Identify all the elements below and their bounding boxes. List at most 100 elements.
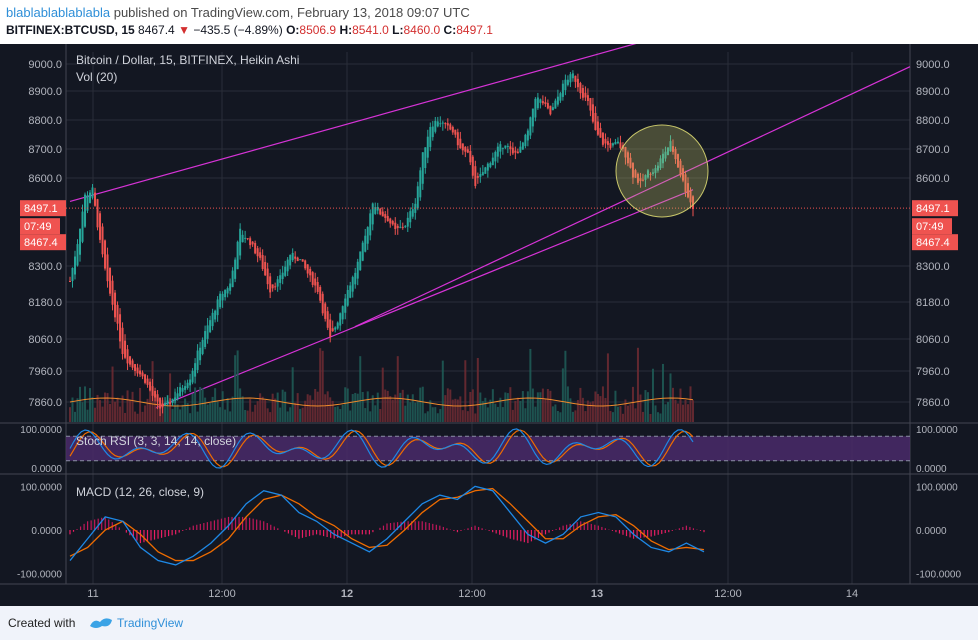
candle-body — [346, 289, 349, 306]
candle-body — [569, 74, 572, 83]
candle-body — [401, 226, 404, 228]
volume-bar — [324, 394, 327, 422]
volume-bar — [214, 388, 217, 422]
volume-bar — [131, 391, 134, 422]
volume-bar — [431, 407, 434, 422]
candle-body — [449, 124, 452, 130]
candle-body — [226, 288, 229, 294]
volume-bar — [369, 411, 372, 422]
candle-body — [309, 268, 312, 276]
price-tick-left: 8300.0 — [28, 261, 62, 273]
volume-bar — [529, 348, 532, 422]
volume-bar — [676, 403, 679, 422]
volume-bar — [601, 386, 604, 422]
volume-bar — [384, 389, 387, 422]
volume-bar — [111, 366, 114, 422]
volume-bar — [521, 391, 524, 422]
stoch-tick-left: 0.0000 — [31, 464, 62, 475]
volume-bar — [474, 413, 477, 422]
stoch-tick-right: 0.0000 — [916, 464, 947, 475]
volume-bar — [514, 400, 517, 422]
candle-body — [464, 146, 467, 152]
price-tick-left: 7860.0 — [28, 397, 62, 409]
volume-bar — [594, 391, 597, 422]
candle-body — [421, 152, 424, 184]
candle-body — [674, 149, 677, 160]
volume-bar — [311, 399, 314, 422]
price-pane-bg — [66, 52, 910, 422]
candle-body — [146, 378, 149, 385]
chart-area[interactable]: 8497.1 8497.1 07:49 07:49 8467.4 8467.4 100.0… — [0, 27, 978, 606]
macd-signal-line — [69, 487, 705, 562]
candle-body — [231, 270, 234, 288]
high-value: 8541.0 — [352, 23, 389, 37]
candle-body — [79, 228, 82, 255]
price-tick-right: 8700.0 — [916, 144, 950, 156]
candle-body — [419, 170, 422, 198]
candle-body — [571, 73, 574, 79]
volume-bar — [451, 399, 454, 422]
volume-bar — [556, 410, 559, 422]
candle-body — [124, 340, 127, 358]
candle-body — [244, 237, 247, 239]
candle-body — [686, 183, 689, 198]
macd-label: MACD (12, 26, close, 9) — [76, 485, 204, 499]
candle-body — [406, 217, 409, 227]
volume-bar — [354, 392, 357, 422]
volume-bar — [349, 410, 352, 422]
tradingview-link[interactable]: TradingView — [117, 616, 184, 630]
volume-bar — [79, 386, 82, 422]
time-tick: 12:00 — [714, 588, 742, 600]
volume-bar — [541, 388, 544, 422]
candle-body — [399, 226, 402, 228]
candle-body — [269, 276, 272, 293]
volume-bar — [84, 386, 87, 422]
candle-body — [139, 370, 142, 375]
volume-bar — [199, 386, 202, 422]
candle-body — [604, 138, 607, 144]
volume-bar — [689, 386, 692, 422]
candle-body — [476, 176, 479, 178]
volume-bar — [154, 394, 157, 422]
candle-body — [404, 226, 407, 228]
volume-bar — [249, 399, 252, 422]
volume-bar — [516, 397, 519, 422]
candle-body — [659, 158, 662, 169]
volume-bar — [484, 397, 487, 422]
volume-bar — [554, 404, 557, 422]
volume-bar — [489, 399, 492, 422]
candle-body — [666, 147, 669, 156]
volume-bar — [171, 408, 174, 422]
price-tick-left: 8700.0 — [28, 144, 62, 156]
volume-bar — [691, 400, 695, 422]
volume-bar — [319, 348, 322, 422]
volume-bar — [684, 399, 687, 422]
price-tick-left: 8180.0 — [28, 297, 62, 309]
volume-bar — [189, 413, 192, 422]
volume-bar — [176, 404, 179, 422]
candle-body — [111, 280, 114, 305]
candle-body — [654, 168, 657, 174]
volume-bar — [456, 399, 459, 422]
candle-body — [541, 101, 544, 104]
candle-body — [629, 157, 632, 168]
volume-bar — [241, 396, 244, 422]
volume-bar — [89, 388, 92, 422]
price-marker-text: 07:49 — [24, 221, 52, 233]
tradingview-logo-icon[interactable] — [88, 614, 114, 630]
chart-svg[interactable]: 8497.1 8497.1 07:49 07:49 8467.4 8467.4 100.0… — [0, 27, 978, 606]
price-marker-text: 8467.4 — [916, 237, 950, 249]
volume-bar — [351, 394, 354, 422]
candle-body — [526, 130, 529, 141]
candle-body — [389, 218, 392, 224]
volume-bar — [429, 400, 432, 422]
volume-bar — [294, 402, 297, 422]
volume-ma-line — [69, 397, 694, 407]
volume-bar — [559, 412, 562, 422]
candle-body — [211, 312, 214, 327]
author-link[interactable]: blablablablablabla — [6, 5, 111, 20]
candle-body — [94, 192, 97, 206]
candle-body — [209, 320, 212, 333]
candle-body — [299, 259, 302, 261]
price-marker-bg — [912, 218, 952, 235]
